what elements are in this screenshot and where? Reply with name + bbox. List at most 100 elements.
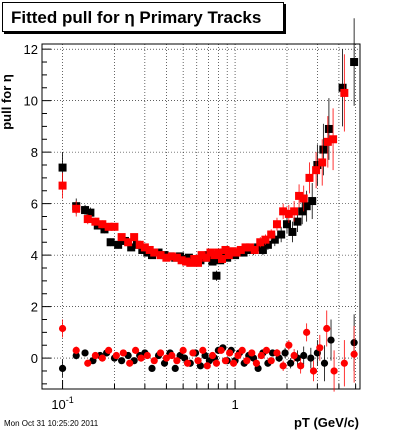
data-point [302,202,311,211]
data-point [81,206,90,215]
data-point [140,243,149,252]
data-point [288,227,297,236]
data-point [100,225,109,234]
data-point [118,357,126,365]
data-point [287,359,295,367]
data-point [199,346,207,354]
data-point [131,346,140,354]
data-point [285,341,293,349]
data-point [58,181,67,190]
data-point [308,197,317,206]
data-point [273,349,281,357]
data-point [172,253,181,262]
data-point [143,351,151,360]
data-point [305,173,314,182]
data-point [248,349,256,357]
data-point [83,215,92,224]
data-point [252,359,261,367]
data-point [202,253,211,262]
data-point [284,209,293,218]
data-point [309,367,318,375]
data-point [282,220,291,229]
data-point [297,362,305,370]
data-point [262,346,271,354]
data-point [299,194,308,203]
timestamp: Mon Oct 31 10:25:20 2011 [4,419,99,428]
data-point [312,166,321,175]
data-point [236,245,245,254]
data-point [340,359,348,367]
data-point [162,354,171,362]
data-point [350,58,359,67]
y-tick-label: 6 [31,197,38,212]
data-point [182,257,191,266]
y-tick-label: 2 [31,300,38,315]
data-point [272,220,281,229]
data-point [250,245,259,254]
x-tick-label: 10-1 [51,395,73,412]
data-point [290,351,298,360]
data-point [229,359,238,367]
data-point [212,359,221,367]
y-tick-label: 4 [31,248,38,263]
data-point [72,346,80,354]
y-tick-label: 0 [31,351,38,366]
data-point [58,163,67,172]
data-point [245,243,254,252]
data-point [241,243,250,252]
data-point [277,230,286,239]
data-point [114,240,123,249]
data-point [58,364,67,373]
data-point [279,207,288,216]
chart-title-box: Fitted pull for η Primary Tracks [2,2,284,32]
data-point [126,359,134,367]
data-point [290,207,299,216]
data-point [145,245,154,254]
data-point [267,230,276,239]
data-point [130,233,139,242]
data-point [98,354,106,362]
data-point [171,364,179,373]
data-point [307,354,315,362]
data-point [84,359,92,367]
data-point [340,88,349,97]
data-point [257,351,265,360]
data-point [197,251,206,260]
data-point [105,346,113,354]
data-point [173,357,181,365]
data-point [319,145,328,154]
data-point [194,357,202,365]
data-point [279,362,287,370]
data-point [117,233,126,242]
data-point [226,349,234,357]
data-point [327,336,335,344]
x-tick-label: 1 [231,397,238,412]
data-point [86,208,95,217]
data-point [167,252,176,261]
data-point [316,344,324,352]
data-point [124,238,133,247]
data-point [330,367,338,375]
data-point [72,351,80,360]
data-point [300,351,308,360]
data-point [267,357,275,365]
data-point [203,362,211,370]
data-point [318,158,327,167]
axes: 0 2 4 6 8 10 12 10-1 1 [24,42,357,412]
data-point [104,222,113,231]
data-point [256,238,265,247]
data-point [221,357,230,365]
data-point [156,349,165,357]
data-point [183,359,192,367]
data-point [150,357,158,365]
data-point [323,324,331,333]
data-point [112,351,120,360]
data-point [234,351,242,360]
y-tick-label: 8 [31,145,38,160]
y-axis-title: pull for η [0,74,14,130]
data-point [177,256,186,265]
data-point [258,245,267,254]
data-point [208,257,217,266]
data-point [194,258,203,267]
